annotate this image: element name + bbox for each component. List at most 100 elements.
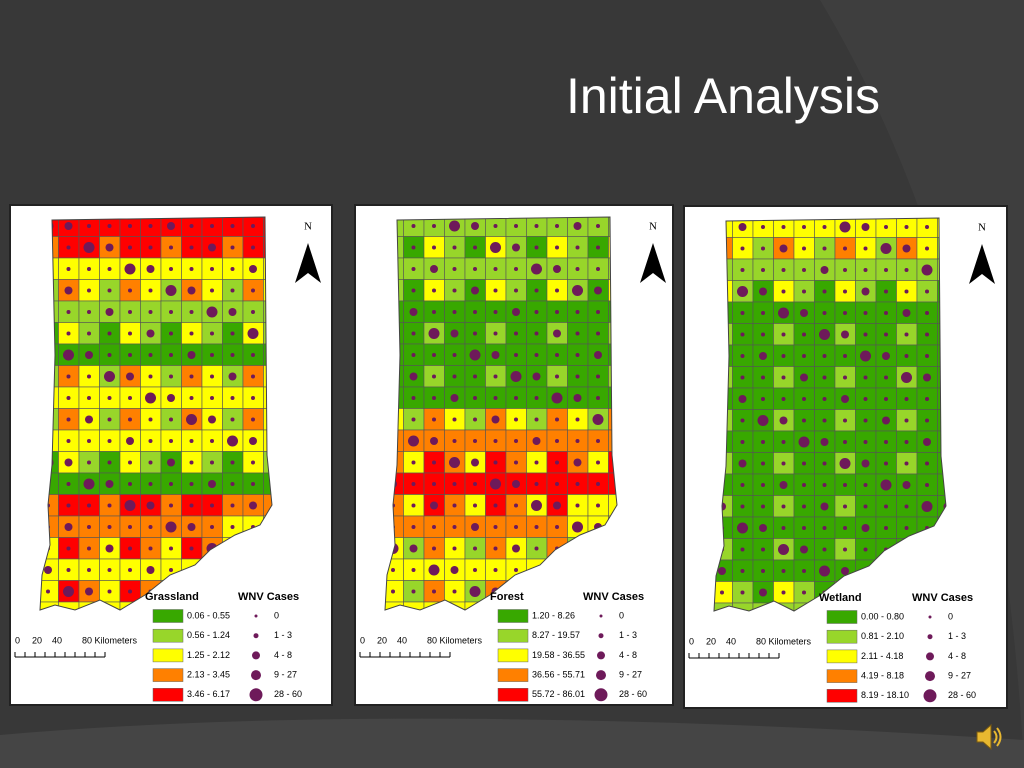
case-dot bbox=[884, 440, 888, 444]
case-dot bbox=[148, 288, 153, 293]
case-dot bbox=[781, 526, 786, 530]
case-dot bbox=[802, 354, 806, 358]
case-dot bbox=[778, 307, 789, 319]
north-label: N bbox=[649, 221, 657, 233]
county bbox=[714, 602, 733, 611]
legend-dot bbox=[926, 652, 934, 661]
case-dot bbox=[210, 374, 214, 379]
case-dot bbox=[532, 437, 541, 445]
case-dot bbox=[757, 415, 769, 426]
case-dot bbox=[841, 330, 849, 339]
case-dot bbox=[514, 224, 518, 228]
legend-dot bbox=[253, 633, 259, 639]
case-dot bbox=[841, 567, 849, 575]
case-dot bbox=[863, 547, 868, 552]
case-dot bbox=[596, 224, 600, 228]
case-dot bbox=[819, 329, 830, 340]
case-dot bbox=[510, 371, 522, 382]
case-dot bbox=[473, 310, 477, 314]
case-dot bbox=[169, 482, 173, 486]
case-dot bbox=[66, 503, 71, 508]
legend-swatch bbox=[497, 688, 529, 702]
case-dot bbox=[740, 311, 745, 315]
case-dot bbox=[820, 438, 829, 446]
case-dot bbox=[822, 461, 827, 466]
legend-layer-title: Grassland bbox=[145, 591, 199, 603]
case-dot bbox=[802, 332, 806, 337]
case-dot bbox=[740, 483, 745, 487]
case-dot bbox=[761, 397, 765, 401]
case-dot bbox=[761, 504, 765, 509]
case-dot bbox=[761, 311, 765, 315]
case-dot bbox=[107, 267, 112, 271]
scale-label: 80 Kilometers bbox=[756, 636, 812, 646]
case-dot bbox=[452, 353, 457, 357]
case-dot bbox=[737, 286, 748, 297]
case-dot bbox=[128, 589, 132, 594]
case-dot bbox=[251, 396, 255, 400]
case-dot bbox=[148, 245, 153, 250]
case-dot bbox=[575, 503, 580, 508]
legend-dot bbox=[928, 615, 932, 619]
case-dot bbox=[553, 329, 561, 338]
legend-swatch bbox=[826, 649, 858, 664]
case-dot bbox=[167, 458, 175, 467]
case-dot bbox=[148, 310, 153, 314]
case-dot bbox=[490, 242, 501, 253]
case-dot bbox=[491, 415, 500, 424]
case-dot bbox=[596, 331, 600, 336]
county bbox=[263, 472, 272, 495]
case-dot bbox=[146, 265, 155, 273]
legend-swatch bbox=[497, 648, 529, 663]
case-dot bbox=[66, 374, 71, 379]
case-dot bbox=[904, 268, 909, 272]
case-dot bbox=[863, 397, 868, 401]
case-dot bbox=[884, 526, 888, 530]
case-dot bbox=[759, 588, 767, 597]
case-dot bbox=[843, 440, 847, 444]
case-dot bbox=[880, 479, 892, 491]
case-dot bbox=[473, 396, 477, 400]
case-dot bbox=[802, 483, 806, 487]
case-dot bbox=[841, 395, 849, 403]
case-dot bbox=[822, 311, 827, 315]
case-dot bbox=[555, 482, 559, 486]
case-dot bbox=[169, 374, 173, 379]
case-dot bbox=[169, 245, 173, 250]
case-dot bbox=[66, 267, 71, 271]
case-dot bbox=[128, 396, 132, 400]
scale-label: 40 bbox=[52, 635, 62, 645]
case-dot bbox=[471, 458, 479, 467]
case-dot bbox=[925, 289, 929, 294]
legend-dot bbox=[925, 671, 935, 682]
speaker-icon[interactable] bbox=[976, 723, 1002, 751]
case-dot bbox=[781, 268, 786, 272]
case-dot bbox=[128, 417, 132, 422]
scale-label: 0 bbox=[689, 636, 694, 646]
case-dot bbox=[534, 224, 539, 228]
case-dot bbox=[473, 568, 477, 572]
case-dot bbox=[249, 501, 257, 510]
case-dot bbox=[843, 289, 847, 294]
case-dot bbox=[66, 568, 71, 572]
case-dot bbox=[863, 440, 868, 444]
legend-case-label: 28 - 60 bbox=[619, 689, 647, 699]
case-dot bbox=[148, 546, 153, 551]
case-dot bbox=[822, 246, 827, 251]
case-dot bbox=[737, 522, 748, 534]
case-dot bbox=[230, 331, 235, 336]
county bbox=[403, 601, 425, 610]
case-dot bbox=[146, 329, 155, 338]
legend-layer-title: Wetland bbox=[819, 592, 862, 604]
scale-label: 40 bbox=[726, 636, 736, 646]
case-dot bbox=[107, 439, 112, 443]
case-dot bbox=[493, 568, 498, 572]
case-dot bbox=[822, 354, 827, 358]
case-dot bbox=[493, 439, 498, 443]
case-dot bbox=[432, 288, 436, 293]
case-dot bbox=[740, 418, 745, 423]
case-dot bbox=[861, 223, 870, 231]
case-dot bbox=[104, 371, 115, 382]
case-dot bbox=[452, 546, 457, 551]
case-dot bbox=[452, 374, 457, 379]
